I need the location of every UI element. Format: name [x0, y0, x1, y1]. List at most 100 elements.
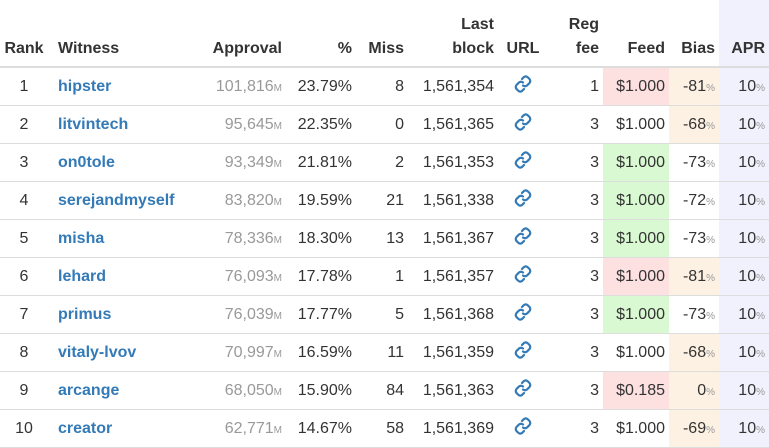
- column-header[interactable]: %: [286, 0, 356, 68]
- witness-link[interactable]: arcange: [58, 381, 120, 399]
- witness-link[interactable]: lehard: [58, 267, 107, 285]
- witness-link[interactable]: hipster: [58, 77, 112, 95]
- last-block: 1,561,363: [408, 371, 498, 410]
- bias-unit: %: [706, 310, 715, 322]
- apr-unit: %: [756, 196, 765, 208]
- miss: 21: [356, 181, 408, 220]
- link-icon[interactable]: [514, 227, 532, 245]
- approval-cell: 70,997M: [198, 333, 286, 372]
- column-header[interactable]: Rank: [0, 0, 48, 68]
- witness-cell: vitaly-lvov: [48, 333, 198, 372]
- apr: 10: [738, 305, 757, 323]
- miss: 8: [356, 67, 408, 106]
- apr-cell: 10%: [719, 105, 769, 144]
- witness-cell: litvintech: [48, 105, 198, 144]
- witness-cell: on0tole: [48, 143, 198, 182]
- reg-fee: 3: [548, 371, 603, 410]
- approval-cell: 68,050M: [198, 371, 286, 410]
- column-header[interactable]: Miss: [356, 0, 408, 68]
- approval-unit: M: [273, 120, 282, 132]
- witness-row: 1 hipster 101,816M 23.79% 8 1,561,354 1 $1.000-…: [0, 67, 769, 106]
- witness-link[interactable]: litvintech: [58, 115, 129, 133]
- witness-link[interactable]: primus: [58, 305, 112, 323]
- reg-fee: 3: [548, 143, 603, 182]
- rank: 2: [0, 105, 48, 144]
- witness-link[interactable]: vitaly-lvov: [58, 343, 137, 361]
- column-header[interactable]: Feed: [603, 0, 669, 68]
- witness-link[interactable]: creator: [58, 419, 113, 437]
- link-icon[interactable]: [514, 379, 532, 397]
- witness-link[interactable]: misha: [58, 229, 105, 247]
- link-icon[interactable]: [514, 341, 532, 359]
- column-header[interactable]: Approval: [198, 0, 286, 68]
- witness-cell: creator: [48, 409, 198, 448]
- bias-unit: %: [706, 120, 715, 132]
- approval-unit: M: [273, 348, 282, 360]
- apr: 10: [738, 229, 757, 247]
- approval-unit: M: [273, 386, 282, 398]
- bias-cell: -73%: [669, 295, 719, 334]
- url-cell: [498, 219, 548, 258]
- apr: 10: [738, 77, 757, 95]
- link-icon[interactable]: [514, 151, 532, 169]
- column-header[interactable]: Last block: [408, 0, 498, 68]
- approval-unit: M: [273, 424, 282, 436]
- bias-cell: -81%: [669, 257, 719, 296]
- feed: $1.000: [603, 409, 669, 448]
- link-icon[interactable]: [514, 189, 532, 207]
- feed: $0.185: [603, 371, 669, 410]
- column-header[interactable]: Reg fee: [548, 0, 603, 68]
- approval-unit: M: [273, 272, 282, 284]
- percent: 18.30%: [286, 219, 356, 258]
- last-block: 1,561,353: [408, 143, 498, 182]
- approval: 70,997: [224, 343, 274, 361]
- witness-cell: primus: [48, 295, 198, 334]
- rank: 1: [0, 67, 48, 106]
- bias: -68: [682, 115, 707, 133]
- table-body: 1 hipster 101,816M 23.79% 8 1,561,354 1 $1.000-…: [0, 67, 769, 448]
- witness-row: 4 serejandmyself 83,820M 19.59% 21 1,561,338 3…: [0, 181, 769, 220]
- percent: 17.78%: [286, 257, 356, 296]
- witness-cell: misha: [48, 219, 198, 258]
- url-cell: [498, 105, 548, 144]
- witness-row: 7 primus 76,039M 17.77% 5 1,561,368 3 $1.000 -73…: [0, 295, 769, 334]
- url-cell: [498, 371, 548, 410]
- bias: -81: [682, 267, 707, 285]
- column-header[interactable]: URL: [498, 0, 548, 68]
- bias-unit: %: [706, 234, 715, 246]
- witness-row: 6 lehard 76,093M 17.78% 1 1,561,357 3 $1.000 -81…: [0, 257, 769, 296]
- approval-cell: 62,771M: [198, 409, 286, 448]
- witness-link[interactable]: serejandmyself: [58, 191, 175, 209]
- witness-row: 9 arcange 68,050M 15.90% 84 1,561,363 3 $0.185 0…: [0, 371, 769, 410]
- column-header[interactable]: Bias: [669, 0, 719, 68]
- link-icon[interactable]: [514, 75, 532, 93]
- link-icon[interactable]: [514, 113, 532, 131]
- approval-unit: M: [273, 82, 282, 94]
- link-icon[interactable]: [514, 417, 532, 435]
- apr-unit: %: [756, 310, 765, 322]
- url-cell: [498, 181, 548, 220]
- apr-cell: 10%: [719, 371, 769, 410]
- miss: 5: [356, 295, 408, 334]
- approval-cell: 76,039M: [198, 295, 286, 334]
- witness-row: 10 creator 62,771M 14.67% 58 1,561,369 3 $1.000…: [0, 409, 769, 448]
- link-icon[interactable]: [514, 265, 532, 283]
- approval-cell: 76,093M: [198, 257, 286, 296]
- percent: 15.90%: [286, 371, 356, 410]
- column-header[interactable]: Witness: [48, 0, 198, 68]
- approval: 83,820: [224, 191, 274, 209]
- feed: $1.000: [603, 181, 669, 220]
- link-icon[interactable]: [514, 303, 532, 321]
- bias-cell: -73%: [669, 143, 719, 182]
- witness-cell: hipster: [48, 67, 198, 106]
- reg-fee: 3: [548, 257, 603, 296]
- witness-link[interactable]: on0tole: [58, 153, 115, 171]
- last-block: 1,561,359: [408, 333, 498, 372]
- feed: $1.000: [603, 219, 669, 258]
- bias-unit: %: [706, 424, 715, 436]
- bias-unit: %: [706, 272, 715, 284]
- column-header[interactable]: APR: [719, 0, 769, 68]
- percent: 17.77%: [286, 295, 356, 334]
